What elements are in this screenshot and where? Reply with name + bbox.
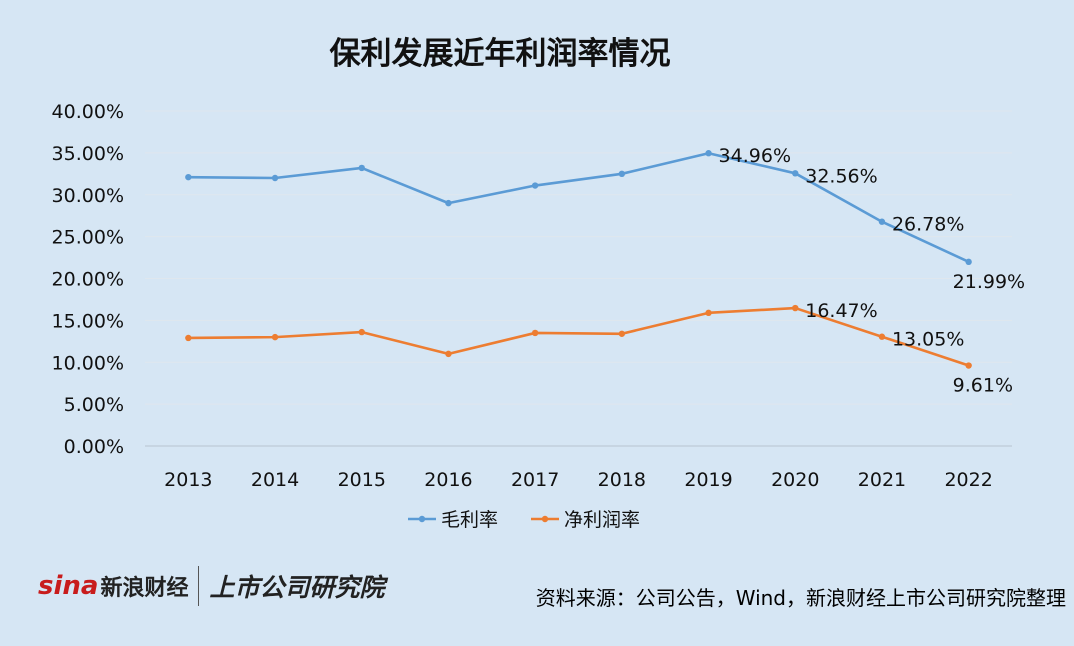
data-point: [965, 362, 972, 369]
x-axis-ticks: 2013 2014 2015 2016 2017 2018 2019 2020 2021 2022: [164, 469, 993, 491]
data-label: 26.78%: [892, 214, 964, 236]
x-tick-label: 2015: [338, 469, 386, 491]
series-line-1: [188, 151, 970, 264]
data-point: [792, 304, 799, 312]
x-tick-label: 2014: [251, 469, 299, 491]
y-tick-label: 15.00%: [52, 310, 124, 332]
gridlines: [145, 110, 1012, 447]
y-tick-label: 0.00%: [64, 436, 124, 458]
data-label: 13.05%: [892, 329, 964, 351]
x-tick-label: 2022: [944, 469, 992, 491]
data-label: 32.56%: [805, 165, 877, 187]
y-tick-label: 5.00%: [64, 394, 124, 416]
data-label: 9.61%: [953, 375, 1013, 397]
sina-finance-brand: 新浪财经: [100, 576, 189, 601]
data-point: [358, 328, 365, 336]
data-point: [271, 333, 279, 341]
x-tick-label: 2020: [771, 469, 819, 491]
institute-logo: 上市公司研究院: [209, 573, 385, 602]
data-point: [445, 350, 452, 358]
y-tick-label: 20.00%: [52, 269, 124, 291]
series-lines: [185, 150, 972, 369]
data-point: [792, 170, 799, 177]
series-line-2: [188, 306, 970, 367]
sina-wordmark: sina: [38, 571, 99, 601]
y-tick-label: 10.00%: [52, 352, 124, 374]
data-point: [185, 334, 192, 342]
data-point: [358, 164, 365, 172]
source-note: 资料来源：公司公告，Wind，新浪财经上市公司研究院整理: [535, 586, 1066, 610]
data-label: 34.96%: [719, 145, 791, 167]
x-tick-label: 2017: [511, 469, 559, 491]
data-label: 16.47%: [805, 300, 877, 322]
legend-marker: [418, 515, 426, 523]
data-point: [618, 170, 626, 178]
data-point: [531, 329, 539, 337]
x-tick-label: 2018: [598, 469, 646, 491]
legend-label: 净利润率: [564, 509, 640, 531]
data-label: 21.99%: [953, 271, 1025, 293]
legend-marker: [541, 515, 549, 523]
data-point: [705, 150, 712, 157]
sina-logo: sina 新浪财经 上市公司研究院: [38, 562, 384, 610]
data-point: [271, 174, 279, 182]
logo-divider: [198, 566, 200, 606]
x-tick-label: 2021: [858, 469, 906, 491]
x-tick-label: 2019: [684, 469, 732, 491]
data-point: [878, 333, 886, 340]
x-tick-label: 2016: [424, 469, 472, 491]
y-tick-label: 35.00%: [52, 143, 124, 165]
chart-title: 保利发展近年利润率情况: [329, 36, 671, 72]
data-point: [445, 199, 452, 207]
data-labels: 34.96% 32.56% 26.78% 21.99% 16.47% 13.05% 9.61…: [719, 145, 1026, 396]
data-point: [531, 182, 539, 189]
legend-label: 毛利率: [441, 509, 498, 531]
y-tick-label: 30.00%: [52, 185, 124, 207]
data-point: [185, 173, 192, 181]
data-point: [618, 330, 626, 337]
legend: 毛利率 净利润率: [408, 509, 640, 531]
y-tick-label: 40.00%: [52, 101, 124, 123]
data-point: [965, 258, 972, 266]
y-axis-ticks: 0.00% 5.00% 10.00% 15.00% 20.00% 25.00% 30.00%…: [52, 101, 124, 458]
x-tick-label: 2013: [164, 469, 212, 491]
y-tick-label: 25.00%: [52, 227, 124, 249]
data-point: [705, 309, 712, 317]
data-point: [878, 218, 886, 225]
